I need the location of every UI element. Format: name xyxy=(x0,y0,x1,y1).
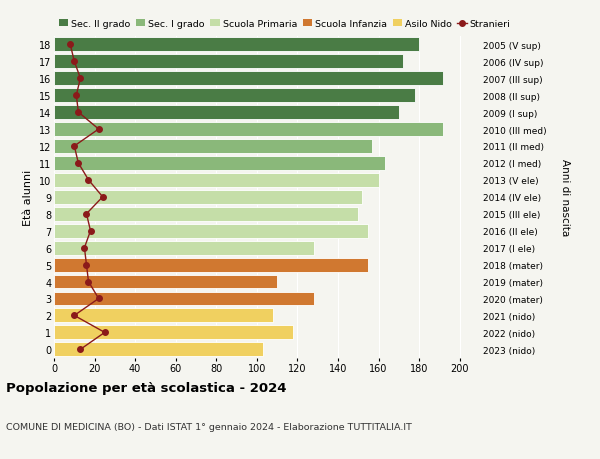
Bar xyxy=(54,258,368,272)
Bar xyxy=(54,190,362,204)
Bar xyxy=(54,207,358,221)
Y-axis label: Anni di nascita: Anni di nascita xyxy=(560,159,570,236)
Bar xyxy=(54,309,273,323)
Bar xyxy=(54,38,419,52)
Legend: Sec. II grado, Sec. I grado, Scuola Primaria, Scuola Infanzia, Asilo Nido, Stran: Sec. II grado, Sec. I grado, Scuola Prim… xyxy=(59,20,511,29)
Bar xyxy=(54,292,314,306)
Bar xyxy=(54,174,379,187)
Bar xyxy=(54,342,263,357)
Y-axis label: Età alunni: Età alunni xyxy=(23,169,33,225)
Bar xyxy=(54,275,277,289)
Bar xyxy=(54,106,399,120)
Text: Popolazione per età scolastica - 2024: Popolazione per età scolastica - 2024 xyxy=(6,381,287,394)
Bar xyxy=(54,55,403,69)
Bar xyxy=(54,326,293,340)
Bar xyxy=(54,140,373,154)
Bar xyxy=(54,157,385,170)
Bar xyxy=(54,89,415,103)
Bar xyxy=(54,241,314,255)
Bar xyxy=(54,224,368,238)
Bar xyxy=(54,123,443,137)
Text: COMUNE DI MEDICINA (BO) - Dati ISTAT 1° gennaio 2024 - Elaborazione TUTTITALIA.I: COMUNE DI MEDICINA (BO) - Dati ISTAT 1° … xyxy=(6,422,412,431)
Bar xyxy=(54,72,443,86)
